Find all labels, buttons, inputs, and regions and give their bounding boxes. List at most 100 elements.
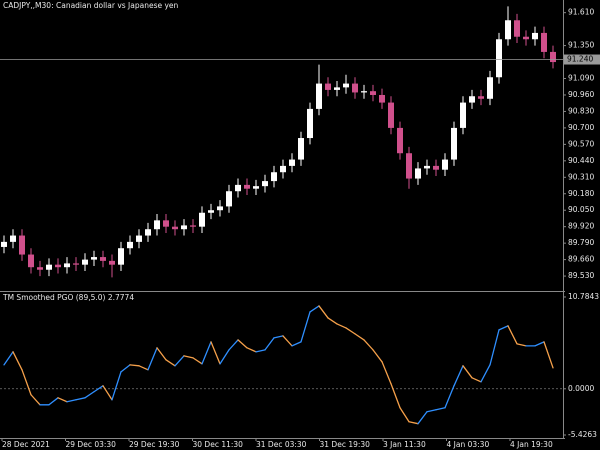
candle-body (469, 96, 475, 103)
candle-body (397, 127, 403, 154)
indicator-segment (3, 351, 14, 366)
candle-body (433, 165, 439, 170)
indicator-segment (255, 349, 266, 353)
candle-body (271, 172, 277, 182)
candle-body (424, 165, 430, 169)
indicator-segment (174, 355, 185, 367)
indicator-segment (147, 347, 158, 371)
y-tick-label: 0.0000 (568, 384, 594, 393)
candle-body (226, 191, 232, 207)
indicator-segment (426, 409, 437, 413)
candle-body (262, 181, 268, 187)
candle-body (190, 225, 196, 227)
candle-body (118, 248, 124, 265)
x-tick-label: 29 Dec 03:30 (66, 440, 117, 449)
candle-body (253, 186, 259, 189)
indicator-segment (30, 394, 41, 406)
indicator-segment (66, 399, 77, 403)
x-tick-label: 30 Dec 11:30 (193, 440, 244, 449)
indicator-segment (75, 397, 86, 401)
indicator-segment (93, 385, 104, 393)
y-tick-label: 90.960 (568, 90, 594, 99)
candle-body (127, 241, 133, 249)
candle-body (334, 87, 340, 90)
indicator-segment (480, 364, 491, 383)
y-tick-label: 89.790 (568, 238, 594, 247)
y-tick-label: 90.700 (568, 123, 594, 132)
indicator-segment (21, 369, 32, 396)
indicator-segment (444, 385, 455, 409)
y-tick-label: 90.830 (568, 106, 594, 115)
x-tick-label: 29 Dec 19:30 (129, 440, 180, 449)
indicator-segment (210, 341, 221, 365)
y-tick-label: 89.530 (568, 271, 594, 280)
indicator-segment (120, 364, 131, 373)
indicator-segment (300, 311, 311, 343)
indicator-segment (264, 337, 275, 351)
indicator-segment (327, 317, 338, 325)
indicator-segment (471, 377, 482, 383)
indicator-segment (102, 385, 113, 401)
indicator-segment (111, 371, 122, 401)
candle-body (46, 264, 52, 270)
indicator-title: TM Smoothed PGO (89,5.0) 2.7774 (2, 293, 134, 302)
candle-body (325, 83, 331, 90)
candle-body (37, 267, 43, 270)
y-tick-label: 89.660 (568, 255, 594, 264)
candle-body (199, 212, 205, 227)
indicator-segment (534, 341, 545, 347)
candle-body (487, 77, 493, 99)
x-tick-label: 3 Jan 11:30 (383, 440, 426, 449)
chart-title: CADJPY,,M30: Canadian dollar vs Japanese… (3, 1, 179, 10)
indicator-segment (48, 397, 59, 406)
candle-body (82, 259, 88, 265)
y-tick-label: 91.350 (568, 41, 594, 50)
candle-body (100, 257, 106, 261)
y-tick-label: 10.7843 (568, 292, 599, 301)
indicator-segment (363, 339, 374, 351)
indicator-segment (156, 347, 167, 361)
candle-body (316, 83, 322, 109)
candle-body (523, 36, 529, 40)
indicator-segment (84, 391, 95, 399)
candle-body (406, 153, 412, 179)
y-tick-label: 90.570 (568, 139, 594, 148)
current-price-box (564, 54, 600, 65)
candle-body (28, 254, 34, 268)
candle-body (379, 94, 385, 103)
candle-body (442, 159, 448, 170)
candle-body (55, 264, 61, 268)
candle-body (217, 206, 223, 211)
indicator-segment (507, 325, 518, 345)
indicator-segment (138, 365, 149, 371)
indicator-segment (498, 325, 509, 331)
indicator-segment (354, 333, 365, 341)
indicator-segment (489, 329, 500, 366)
candle-body (514, 20, 520, 37)
candle-body (10, 235, 16, 242)
candle-body (352, 83, 358, 93)
x-tick-label: 4 Jan 03:30 (447, 440, 490, 449)
candle-body (136, 235, 142, 242)
y-tick-label: 91.610 (568, 8, 594, 17)
y-tick-label: 90.050 (568, 205, 594, 214)
indicator-segment (345, 327, 356, 335)
indicator-segment (516, 343, 527, 347)
indicator-segment (237, 339, 248, 349)
candle-body (73, 263, 79, 265)
candle-body (505, 20, 511, 40)
candle-body (343, 83, 349, 88)
indicator-segment (453, 365, 464, 387)
y-tick-label: 90.310 (568, 172, 594, 181)
candle-body (541, 32, 547, 52)
y-tick-label: 89.920 (568, 222, 594, 231)
candle-body (415, 168, 421, 179)
candle-body (244, 184, 250, 189)
candle-body (19, 235, 25, 255)
y-tick-label: -5.4263 (568, 430, 597, 439)
candle-body (307, 108, 313, 139)
candle-body (532, 32, 538, 40)
indicator-segment (129, 364, 140, 367)
